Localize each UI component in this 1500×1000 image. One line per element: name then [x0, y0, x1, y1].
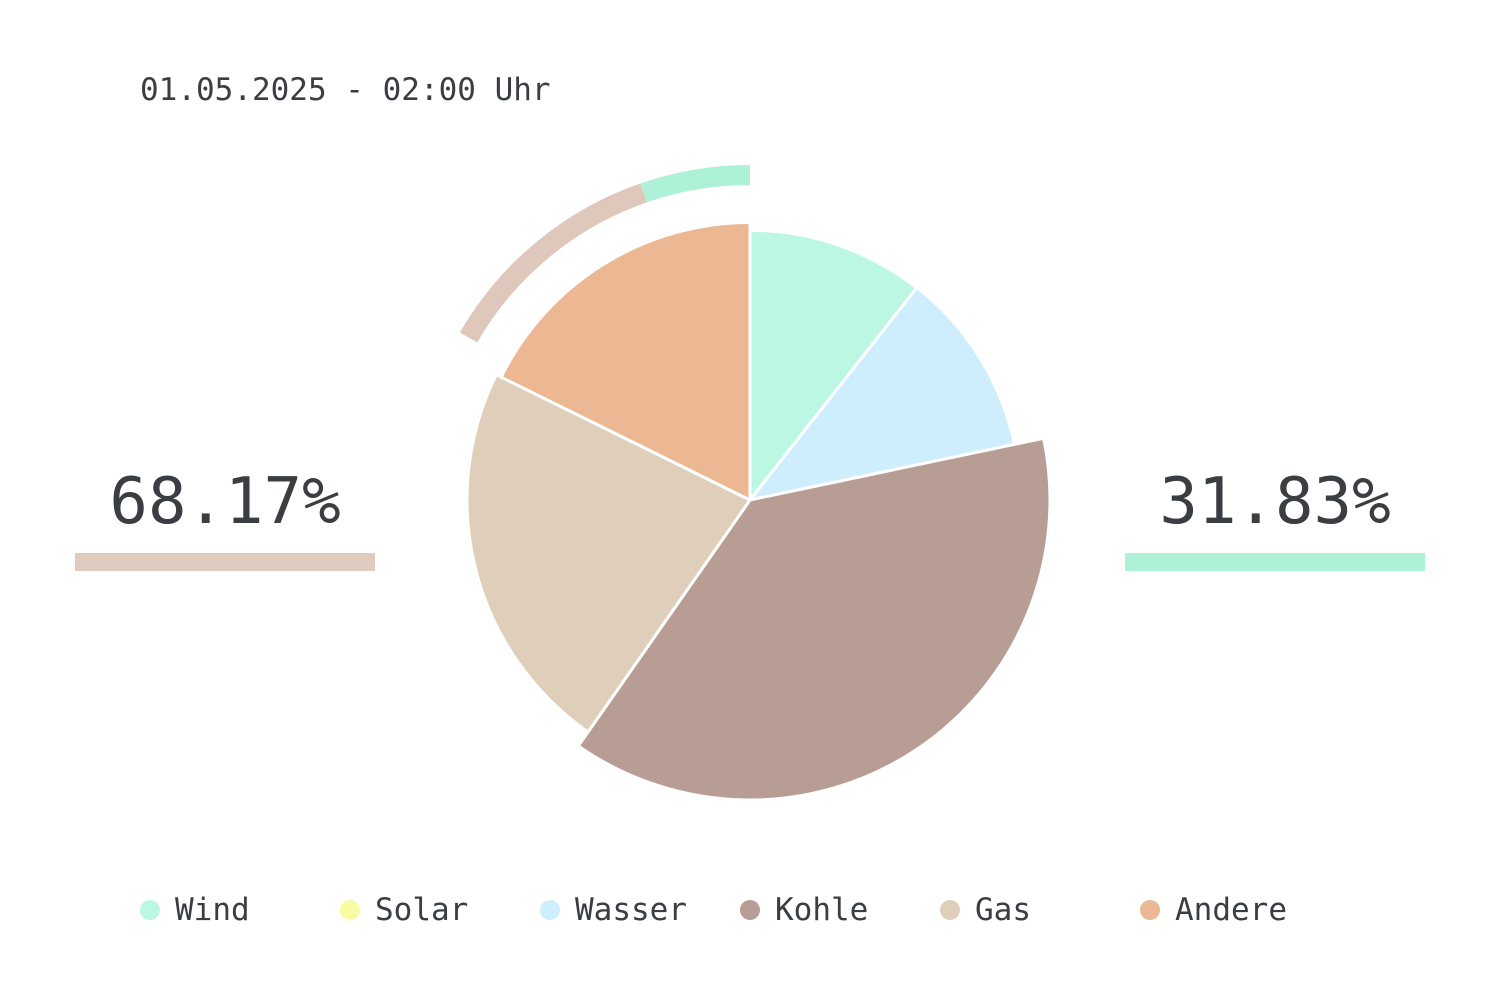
share-left-bar [75, 553, 375, 571]
pie-slice-wind [748, 228, 919, 502]
legend-item-andere: Andere [1140, 890, 1287, 930]
legend-label: Kohle [775, 892, 869, 928]
pie-slice-gas [465, 373, 752, 734]
share-right-bar [1125, 553, 1425, 571]
pie-slices [465, 220, 1052, 802]
legend-label: Andere [1175, 892, 1287, 928]
share-left-value: 68.17% [109, 465, 341, 539]
legend-item-wasser: Wasser [540, 890, 687, 930]
pie-slice-kohle [576, 436, 1052, 802]
legend-label: Wind [175, 892, 250, 928]
legend-item-gas: Gas [940, 890, 1031, 930]
share-left: 68.17% [75, 462, 375, 571]
outer-ring [459, 165, 751, 343]
legend-item-kohle: Kohle [740, 890, 868, 930]
pie-slice-wasser [748, 285, 1016, 502]
legend: Wind Solar Wasser Kohle Gas Andere [140, 890, 1400, 930]
legend-label: Gas [975, 892, 1031, 928]
legend-dot-icon [1140, 900, 1160, 920]
timestamp: 01.05.2025 - 02:00 Uhr [140, 72, 551, 108]
legend-item-solar: Solar [340, 890, 468, 930]
outer-ring-segment-2 [640, 165, 751, 203]
legend-dot-icon [740, 900, 760, 920]
legend-dot-icon [540, 900, 560, 920]
legend-item-wind: Wind [140, 890, 250, 930]
share-right-value: 31.83% [1159, 465, 1391, 539]
legend-dot-icon [940, 900, 960, 920]
legend-label: Solar [375, 892, 469, 928]
share-right: 31.83% [1125, 462, 1425, 571]
legend-label: Wasser [575, 892, 687, 928]
outer-ring-segment-1 [459, 183, 647, 343]
legend-dot-icon [140, 900, 160, 920]
pie-slice-andere [499, 220, 752, 502]
legend-dot-icon [340, 900, 360, 920]
